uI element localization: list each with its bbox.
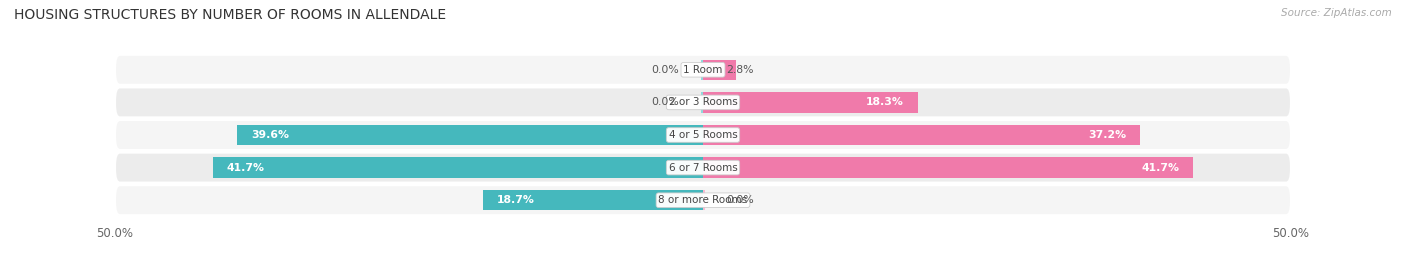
Bar: [484, 190, 703, 210]
Text: 8 or more Rooms: 8 or more Rooms: [658, 195, 748, 205]
Text: 0.0%: 0.0%: [652, 65, 679, 75]
FancyBboxPatch shape: [115, 55, 1291, 85]
Bar: [703, 92, 918, 113]
Text: 18.7%: 18.7%: [498, 195, 536, 205]
FancyBboxPatch shape: [115, 87, 1291, 117]
Bar: [703, 60, 735, 80]
Text: 18.3%: 18.3%: [866, 97, 904, 107]
Text: 2.8%: 2.8%: [727, 65, 754, 75]
Text: 0.0%: 0.0%: [652, 97, 679, 107]
Bar: [703, 190, 704, 210]
Text: 6 or 7 Rooms: 6 or 7 Rooms: [669, 163, 737, 173]
Bar: [703, 125, 1140, 145]
Bar: [238, 125, 703, 145]
Text: Source: ZipAtlas.com: Source: ZipAtlas.com: [1281, 8, 1392, 18]
Text: 41.7%: 41.7%: [1142, 163, 1180, 173]
Text: 4 or 5 Rooms: 4 or 5 Rooms: [669, 130, 737, 140]
Text: 2 or 3 Rooms: 2 or 3 Rooms: [669, 97, 737, 107]
Text: 0.0%: 0.0%: [727, 195, 754, 205]
Bar: [702, 92, 703, 113]
FancyBboxPatch shape: [115, 120, 1291, 150]
Text: 37.2%: 37.2%: [1088, 130, 1126, 140]
Text: 39.6%: 39.6%: [252, 130, 290, 140]
Text: HOUSING STRUCTURES BY NUMBER OF ROOMS IN ALLENDALE: HOUSING STRUCTURES BY NUMBER OF ROOMS IN…: [14, 8, 446, 22]
FancyBboxPatch shape: [115, 153, 1291, 183]
Bar: [703, 157, 1194, 178]
Bar: [212, 157, 703, 178]
FancyBboxPatch shape: [115, 185, 1291, 215]
Text: 1 Room: 1 Room: [683, 65, 723, 75]
Bar: [702, 60, 703, 80]
Text: 41.7%: 41.7%: [226, 163, 264, 173]
